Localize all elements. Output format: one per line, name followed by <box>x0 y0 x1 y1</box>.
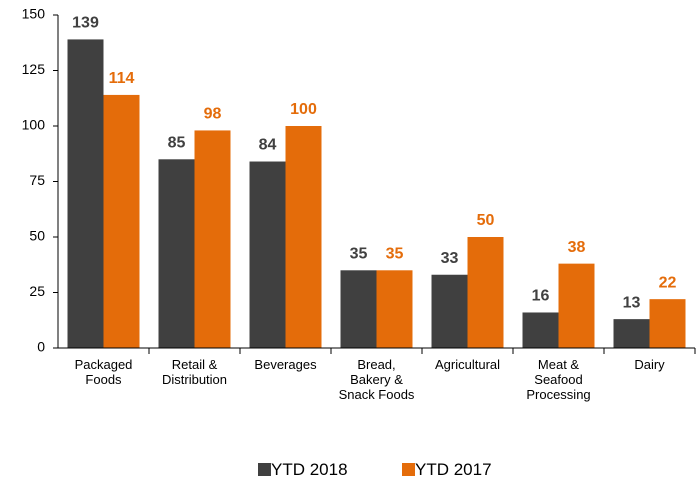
value-label: 50 <box>477 212 495 229</box>
value-label: 85 <box>168 135 186 152</box>
legend-swatch <box>402 463 415 476</box>
x-tick-label: Meat & Seafood Processing <box>526 357 591 402</box>
bar <box>340 270 377 348</box>
x-tick-label: Beverages <box>254 357 317 372</box>
y-tick-label: 75 <box>29 172 45 188</box>
bar <box>67 39 104 349</box>
bar <box>522 312 559 348</box>
x-tick-label: Agricultural <box>434 357 501 372</box>
value-label: 13 <box>623 294 641 311</box>
legend-label: YTD 2018 <box>271 460 348 479</box>
bar <box>558 263 595 348</box>
y-tick-label: 50 <box>29 228 45 244</box>
x-tick-label: Bread, Bakery & Snack Foods <box>338 357 415 402</box>
y-tick-label: 25 <box>29 283 45 299</box>
bar <box>649 299 686 348</box>
value-label: 84 <box>259 137 277 154</box>
value-label: 35 <box>386 246 404 263</box>
value-label: 100 <box>290 101 317 118</box>
value-label: 22 <box>659 274 677 291</box>
x-tick-label: Packaged Foods <box>74 357 133 387</box>
bar <box>376 270 413 348</box>
value-label: 98 <box>204 106 222 123</box>
y-tick-label: 150 <box>22 6 46 22</box>
bar <box>194 130 231 348</box>
legend-swatch <box>258 463 271 476</box>
bar <box>158 159 195 348</box>
x-tick-label: Retail & Distribution <box>161 357 228 387</box>
bar <box>613 319 650 348</box>
value-label: 38 <box>568 239 586 256</box>
y-tick-label: 125 <box>22 61 46 77</box>
bar <box>285 126 322 348</box>
value-label: 33 <box>441 250 459 267</box>
value-label: 139 <box>72 15 99 32</box>
bar <box>431 274 468 348</box>
value-label: 35 <box>350 246 368 263</box>
bar <box>249 161 286 348</box>
legend-label: YTD 2017 <box>415 460 492 479</box>
y-tick-label: 100 <box>22 117 46 133</box>
y-tick-label: 0 <box>37 339 45 355</box>
value-label: 114 <box>109 70 135 87</box>
value-label: 16 <box>532 288 550 305</box>
x-tick-label: Dairy <box>634 357 665 372</box>
bar <box>103 94 140 348</box>
bar <box>467 237 504 348</box>
